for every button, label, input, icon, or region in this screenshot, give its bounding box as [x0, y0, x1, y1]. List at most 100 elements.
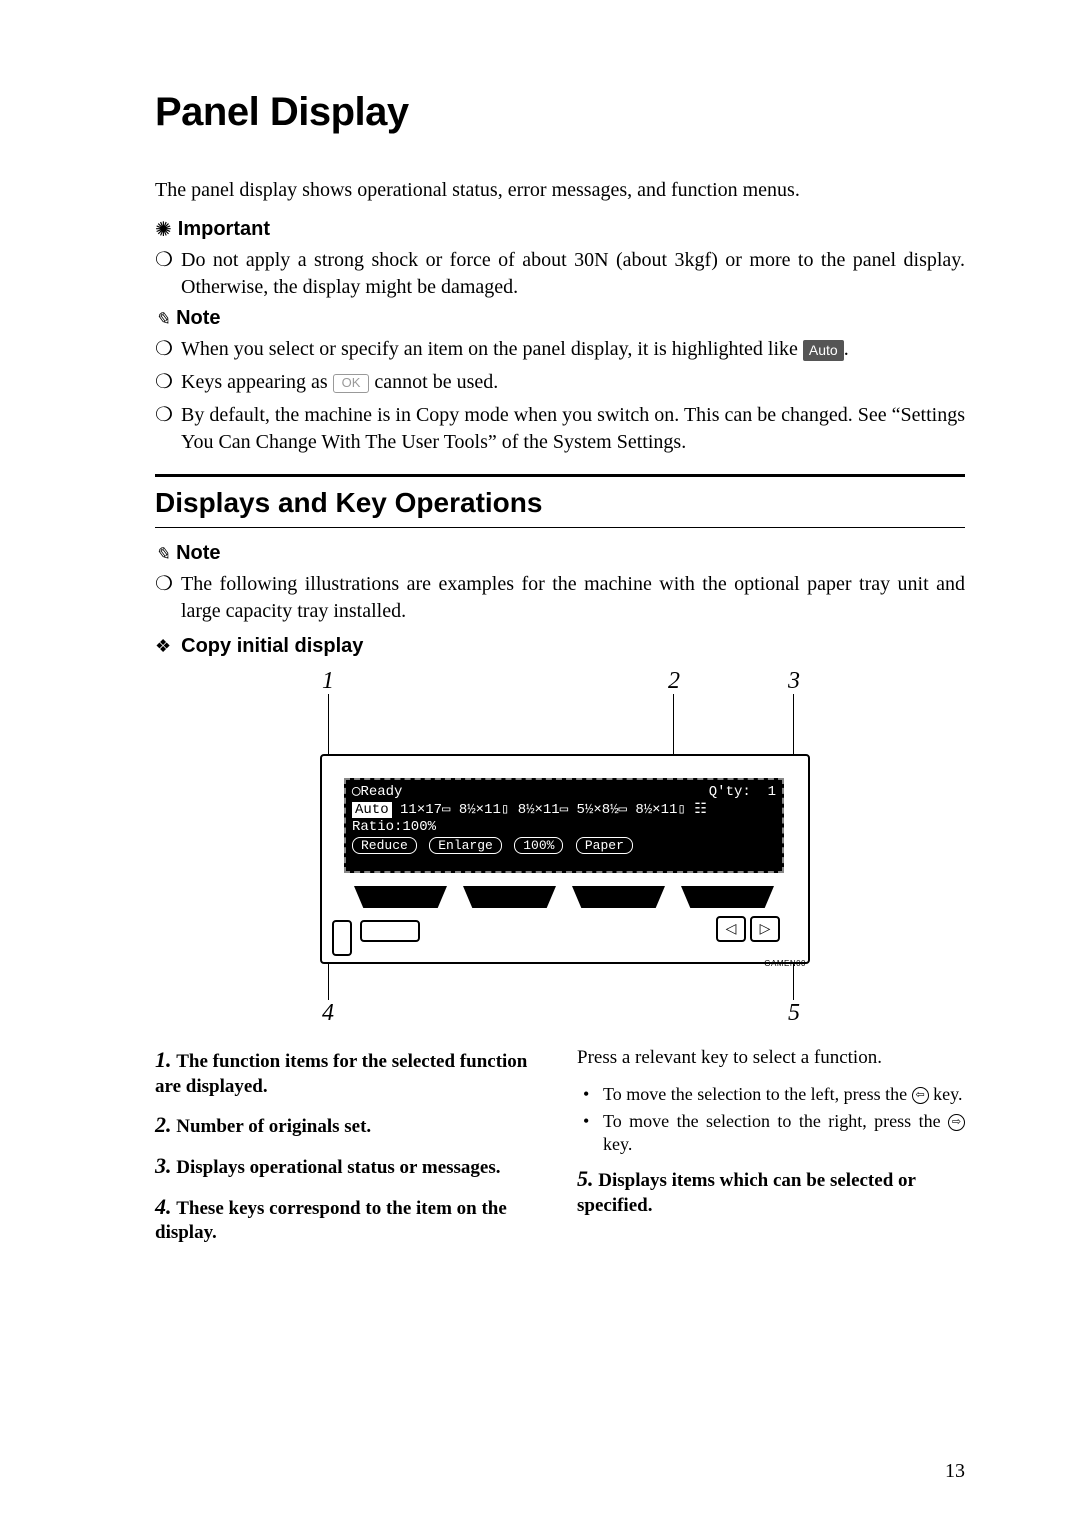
softkey — [463, 886, 556, 908]
callout-title: Displays items which can be selected or … — [577, 1170, 916, 1216]
n2-pre: Keys appearing as — [181, 371, 333, 393]
callout-title: The function items for the selected func… — [155, 1051, 527, 1097]
bullet-icon: ❍ — [155, 402, 181, 456]
callout-title: Number of originals set. — [176, 1116, 371, 1137]
lcd-row-2: Auto 11×17▭ 8½×11▯ 8½×11▭ 5½×8½▭ 8½×11▯ … — [352, 802, 776, 820]
bullet-icon: ❍ — [155, 571, 181, 625]
diamond-icon: ❖ — [155, 636, 171, 657]
rb1-pre: To move the selection to the left, press… — [603, 1084, 912, 1104]
callout-5: 5. Displays items which can be selected … — [577, 1165, 965, 1218]
softkey — [354, 886, 447, 908]
note-icon: ✎ — [155, 545, 170, 563]
note2-text: The following illustrations are examples… — [181, 571, 965, 625]
lcd-btn-reduce: Reduce — [352, 837, 417, 854]
label-5: 5 — [788, 1000, 800, 1027]
rb2-post: key. — [603, 1134, 632, 1154]
label-3: 3 — [788, 668, 800, 695]
n1-pre: When you select or specify an item on th… — [181, 338, 803, 360]
callout-num: 2. — [155, 1112, 172, 1137]
lcd-screen: ◯Ready Q'ty: 1 Auto 11×17▭ 8½×11▯ 8½×11▭… — [344, 778, 784, 873]
rb1-post: key. — [929, 1084, 963, 1104]
bullet-icon: ❍ — [155, 336, 181, 363]
device-panel: ◯Ready Q'ty: 1 Auto 11×17▭ 8½×11▯ 8½×11▭… — [320, 754, 810, 964]
page-title: Panel Display — [155, 90, 965, 135]
callout-2: 2. Number of originals set. — [155, 1111, 543, 1140]
arrow-keys: ◁ ▷ — [716, 916, 780, 942]
dot-icon: • — [583, 1083, 603, 1106]
note-label: Note — [176, 307, 220, 330]
softkey — [572, 886, 665, 908]
note-icon: ✎ — [155, 310, 170, 328]
callout-num: 4. — [155, 1194, 172, 1219]
note-item-2: ❍ Keys appearing as OK cannot be used. — [155, 369, 965, 396]
arrow-left-key: ◁ — [716, 916, 746, 942]
figure-container: 1 2 3 4 5 ◯Ready Q'ty: 1 Auto 11×17▭ 8½×… — [155, 668, 965, 1028]
left-column: 1. The function items for the selected f… — [155, 1046, 543, 1258]
lcd-btn-100: 100% — [514, 837, 563, 854]
n1-post: . — [844, 338, 849, 360]
softkey — [681, 886, 774, 908]
note-heading: ✎ Note — [155, 307, 965, 330]
n2-post: cannot be used. — [369, 371, 498, 393]
softkey-row — [354, 886, 774, 908]
right-bullet-2: • To move the selection to the right, pr… — [577, 1110, 965, 1157]
lcd-btn-paper: Paper — [576, 837, 633, 854]
lcd-qty: Q'ty: 1 — [709, 784, 776, 802]
note2-item: ❍ The following illustrations are exampl… — [155, 571, 965, 625]
note2-label: Note — [176, 542, 220, 565]
right-arrow-icon: ⇨ — [948, 1114, 965, 1131]
dot-icon: • — [583, 1110, 603, 1157]
callout-num: 1. — [155, 1047, 172, 1072]
important-icon: ✺ — [155, 220, 172, 240]
rb2-pre: To move the selection to the right, pres… — [603, 1111, 948, 1131]
important-label: Important — [178, 218, 270, 241]
right-intro: Press a relevant key to select a functio… — [577, 1046, 965, 1071]
callout-num: 5. — [577, 1166, 594, 1191]
note-text-2: Keys appearing as OK cannot be used. — [181, 369, 965, 396]
lcd-row-1: ◯Ready Q'ty: 1 — [352, 784, 776, 802]
page-number: 13 — [945, 1460, 965, 1483]
important-item: ❍ Do not apply a strong shock or force o… — [155, 247, 965, 301]
label-1: 1 — [322, 668, 334, 695]
callout-1: 1. The function items for the selected f… — [155, 1046, 543, 1099]
copy-initial-label: Copy initial display — [181, 635, 363, 658]
arrow-right-key: ▷ — [750, 916, 780, 942]
callout-3: 3. Displays operational status or messag… — [155, 1152, 543, 1181]
copy-initial-heading: ❖ Copy initial display — [155, 635, 965, 658]
note-item-1: ❍ When you select or specify an item on … — [155, 336, 965, 363]
important-heading: ✺ Important — [155, 218, 965, 241]
ok-key: OK — [333, 374, 370, 393]
note-text-1: When you select or specify an item on th… — [181, 336, 965, 363]
label-2: 2 — [668, 668, 680, 695]
bullet-icon: ❍ — [155, 369, 181, 396]
rb1-text: To move the selection to the left, press… — [603, 1083, 962, 1106]
important-text: Do not apply a strong shock or force of … — [181, 247, 965, 301]
lcd-sizes: Auto 11×17▭ 8½×11▯ 8½×11▭ 5½×8½▭ 8½×11▯ … — [352, 802, 707, 820]
hw-button — [360, 920, 420, 942]
left-arrow-icon: ⇦ — [912, 1087, 929, 1104]
intro-text: The panel display shows operational stat… — [155, 177, 965, 204]
label-4: 4 — [322, 1000, 334, 1027]
lcd-row-4: Reduce Enlarge 100% Paper — [352, 837, 776, 854]
lcd-row-3: Ratio:100% — [352, 819, 776, 837]
section-heading: Displays and Key Operations — [155, 474, 965, 528]
note2-heading: ✎ Note — [155, 542, 965, 565]
right-column: Press a relevant key to select a functio… — [577, 1046, 965, 1258]
note-item-3: ❍ By default, the machine is in Copy mod… — [155, 402, 965, 456]
lcd-btn-enlarge: Enlarge — [429, 837, 502, 854]
note-text-3: By default, the machine is in Copy mode … — [181, 402, 965, 456]
lcd-auto: Auto — [352, 802, 392, 818]
callout-title: Displays operational status or messages. — [176, 1157, 500, 1178]
auto-chip: Auto — [803, 340, 844, 361]
callout-4: 4. These keys correspond to the item on … — [155, 1193, 543, 1246]
figure-caption: GAMEN00 — [764, 959, 806, 968]
lcd-ready: ◯Ready — [352, 784, 402, 802]
rb2-text: To move the selection to the right, pres… — [603, 1110, 965, 1157]
callout-title: These keys correspond to the item on the… — [155, 1198, 507, 1244]
callouts-columns: 1. The function items for the selected f… — [155, 1046, 965, 1258]
callout-num: 3. — [155, 1153, 172, 1178]
bullet-icon: ❍ — [155, 247, 181, 301]
lcd-ratio: Ratio:100% — [352, 819, 436, 837]
hw-button — [332, 920, 352, 956]
right-bullet-1: • To move the selection to the left, pre… — [577, 1083, 965, 1106]
